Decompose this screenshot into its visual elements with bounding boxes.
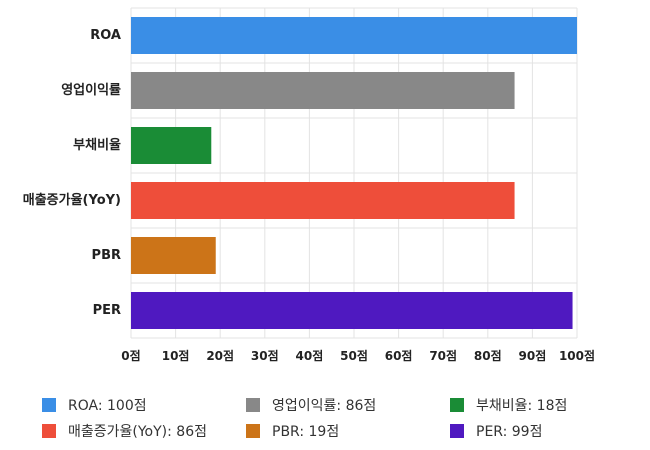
legend-swatch [42, 424, 56, 438]
legend-swatch [42, 398, 56, 412]
legend-item-revenue-growth: 매출증가율(YoY): 86점 [42, 421, 246, 441]
category-label: 부채비율 [73, 137, 121, 153]
bar [131, 237, 216, 274]
x-tick-label: 0점 [121, 348, 140, 363]
legend: ROA: 100점 영업이익률: 86점 부채비율: 18점 매출증가율(YoY… [42, 392, 622, 444]
category-label: 매출증가율(YoY) [23, 192, 121, 208]
x-tick-label: 40점 [296, 348, 324, 363]
grid [130, 7, 578, 339]
x-tick-label: 100점 [559, 348, 595, 363]
x-tick-label: 50점 [340, 348, 368, 363]
legend-row: 매출증가율(YoY): 86점 PBR: 19점 PER: 99점 [42, 418, 622, 444]
legend-swatch [246, 398, 260, 412]
category-label: 영업이익률 [61, 82, 121, 98]
x-tick-label: 80점 [474, 348, 502, 363]
category-label: PBR [92, 248, 121, 263]
bars [131, 17, 577, 329]
category-label: PER [93, 303, 121, 318]
bar [131, 182, 515, 219]
legend-label: ROA: 100점 [68, 398, 147, 414]
legend-row: ROA: 100점 영업이익률: 86점 부채비율: 18점 [42, 392, 622, 418]
legend-item-pbr: PBR: 19점 [246, 421, 450, 441]
x-tick-label: 90점 [519, 348, 547, 363]
legend-item-roa: ROA: 100점 [42, 395, 246, 415]
x-axis-ticks: 0점 10점 20점 30점 40점 50점 60점 70점 80점 90점 100점 [121, 348, 595, 363]
bar [131, 72, 515, 109]
bar [131, 292, 573, 329]
legend-label: PER: 99점 [476, 424, 543, 440]
legend-label: 매출증가율(YoY): 86점 [68, 424, 207, 440]
x-tick-label: 30점 [251, 348, 279, 363]
legend-item-operating-margin: 영업이익률: 86점 [246, 395, 450, 415]
x-tick-label: 20점 [206, 348, 234, 363]
legend-label: 영업이익률: 86점 [272, 398, 377, 414]
legend-swatch [246, 424, 260, 438]
bar [131, 127, 212, 164]
legend-item-debt-ratio: 부채비율: 18점 [450, 395, 622, 415]
x-tick-label: 10점 [162, 348, 190, 363]
category-label: ROA [90, 28, 121, 43]
legend-label: PBR: 19점 [272, 424, 340, 440]
x-tick-label: 60점 [385, 348, 413, 363]
x-tick-label: 70점 [429, 348, 457, 363]
legend-swatch [450, 424, 464, 438]
bar [131, 17, 577, 54]
legend-label: 부채비율: 18점 [476, 398, 568, 414]
legend-item-per: PER: 99점 [450, 421, 622, 441]
legend-swatch [450, 398, 464, 412]
